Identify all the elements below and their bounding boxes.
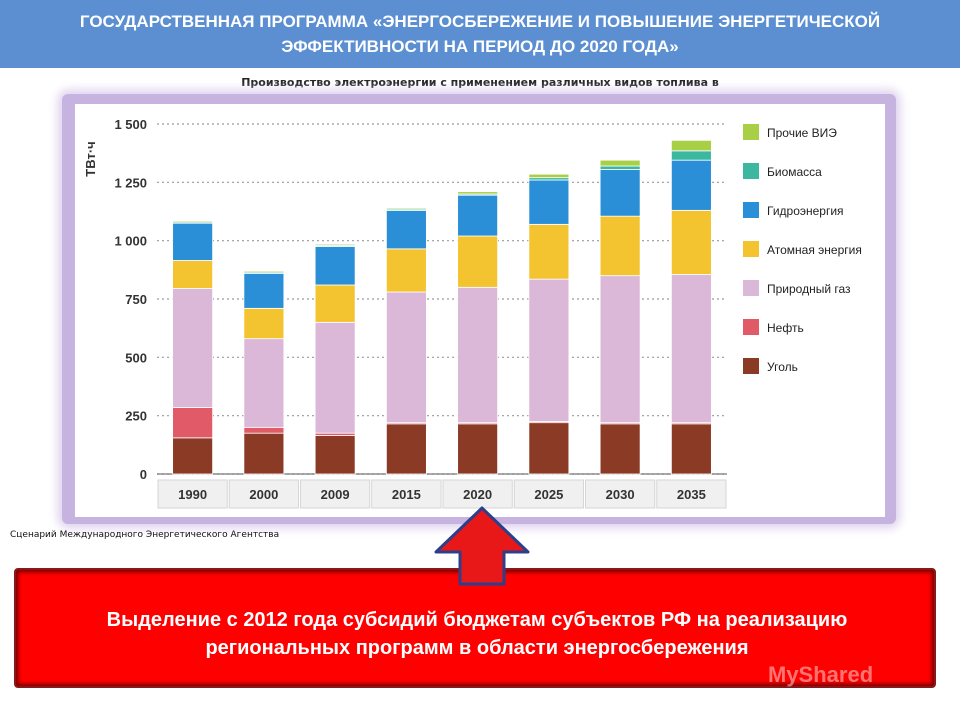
x-tick-label: 2015 [392, 487, 421, 502]
x-tick-box [228, 479, 299, 509]
bar-segment [172, 407, 214, 439]
legend-swatch [743, 124, 759, 140]
up-arrow-icon [434, 506, 530, 586]
bar-segment [172, 288, 214, 408]
bar-segment [314, 243, 356, 246]
bar-segment [670, 139, 712, 152]
y-tick-label: 250 [125, 409, 147, 424]
x-tick-box [157, 479, 228, 509]
bar-segment [670, 159, 712, 211]
x-tick-label: 2025 [534, 487, 563, 502]
bar-segment [670, 423, 712, 475]
bar-segment [385, 248, 427, 293]
bar-segment [599, 159, 641, 167]
bar-segment [314, 284, 356, 323]
y-axis-label: ТВт·ч [83, 141, 98, 176]
legend-swatch [743, 319, 759, 335]
bar-segment [172, 222, 214, 261]
legend-label: Гидроэнергия [767, 204, 844, 218]
x-tick-label: 2020 [463, 487, 492, 502]
legend-swatch [743, 358, 759, 374]
legend-swatch [743, 163, 759, 179]
y-tick-label: 1 250 [114, 175, 147, 190]
bar-segment [243, 426, 285, 434]
bar-segment [457, 235, 499, 288]
x-tick-box [656, 479, 727, 509]
bar-segment [528, 278, 570, 422]
x-tick-label: 2030 [606, 487, 635, 502]
bar-segment [599, 169, 641, 217]
x-tick-label: 2000 [249, 487, 278, 502]
legend-label: Биомасса [767, 165, 822, 179]
stacked-bar-chart: 0 250 500 750 1 000 1 250 1 500 ТВт·ч 1990 2000 20… [83, 117, 862, 509]
x-tick-box [300, 479, 371, 509]
bar-segment [314, 435, 356, 475]
bar-segment [457, 423, 499, 475]
bar-segment [599, 165, 641, 170]
bar-segment [243, 338, 285, 428]
legend-label: Прочие ВИЭ [767, 126, 837, 140]
legend-label: Природный газ [767, 282, 851, 296]
bar-segment [457, 191, 499, 195]
y-tick-label: 0 [140, 467, 147, 482]
watermark: MyShared [768, 662, 874, 687]
bar-segment [670, 150, 712, 161]
legend-label: Нефть [767, 321, 804, 335]
bar-segment [314, 246, 356, 286]
bar-segment [457, 286, 499, 424]
bar-segment [670, 274, 712, 424]
bar-segment [528, 173, 570, 179]
bar-segment [172, 437, 214, 475]
bar-segment [243, 270, 285, 273]
bar-segment [670, 209, 712, 275]
x-tick-box [585, 479, 656, 509]
legend-label: Уголь [767, 360, 798, 374]
legend-swatch [743, 202, 759, 218]
source-note: Сценарий Международного Энергетического … [10, 530, 280, 540]
y-tick-label: 1 000 [114, 234, 147, 249]
bar-segment [599, 275, 641, 424]
x-tick-box [442, 479, 513, 509]
x-tick-label: 1990 [178, 487, 207, 502]
y-tick-label: 500 [125, 350, 147, 365]
chart-panel: 0 250 500 750 1 000 1 250 1 500 ТВт·ч 1990 2000 20… [75, 104, 885, 517]
bar-segment [385, 207, 427, 210]
x-tick-label: 2035 [677, 487, 706, 502]
x-tick-label: 2009 [321, 487, 350, 502]
callout-text: Выделение с 2012 года субсидий бюджетам … [106, 609, 848, 659]
bar-segment [243, 272, 285, 309]
legend-swatch [743, 280, 759, 296]
y-tick-label: 750 [125, 292, 147, 307]
bar-segment [457, 194, 499, 237]
bar-segment [243, 307, 285, 340]
callout-box: Выделение с 2012 года субсидий бюджетам … [14, 568, 936, 688]
bar-segment [385, 209, 427, 250]
bar-segment [172, 260, 214, 289]
bar-segment [243, 432, 285, 475]
bar-segment [528, 179, 570, 225]
legend-label: Атомная энергия [767, 243, 862, 257]
x-tick-box [513, 479, 584, 509]
bar-segment [314, 321, 356, 434]
x-tick-box [371, 479, 442, 509]
bar-segment [172, 220, 214, 223]
bar-segment [599, 215, 641, 277]
bar-segment [599, 423, 641, 475]
bar-segment [528, 223, 570, 280]
y-tick-label: 1 500 [114, 117, 147, 132]
bar-segment [385, 291, 427, 424]
bar-segment [528, 422, 570, 475]
bar-segment [385, 423, 427, 475]
page-title: ГОСУДАРСТВЕННАЯ ПРОГРАММА «ЭНЕРГОСБЕРЕЖЕ… [0, 0, 960, 68]
legend-swatch [743, 241, 759, 257]
